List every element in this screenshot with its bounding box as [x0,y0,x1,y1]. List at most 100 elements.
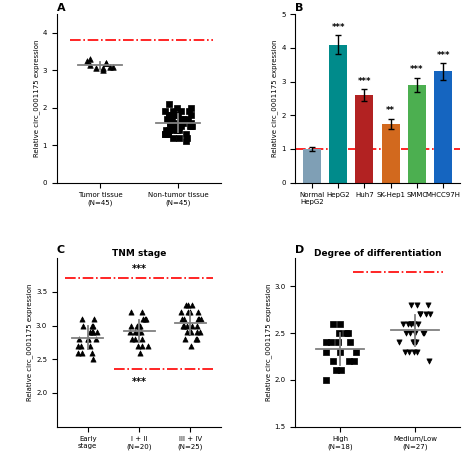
Point [193,322,201,329]
Point [401,348,409,356]
Point [93,328,101,336]
Point [126,328,134,336]
Point [419,329,427,337]
Point [133,322,140,329]
Point [411,329,419,337]
Point [192,335,200,343]
Point [165,127,173,134]
Point [413,301,421,309]
Point [78,315,85,323]
Bar [303,149,321,182]
Point [165,111,173,119]
Point [173,119,180,127]
Point [103,59,110,67]
Point [407,320,414,328]
Point [352,348,360,356]
Point [177,309,185,316]
Point [337,348,344,356]
Point [414,320,422,328]
Text: ***: *** [410,65,424,74]
Point [407,320,414,328]
Point [187,123,194,130]
Point [175,123,182,130]
Point [164,130,172,138]
Point [197,315,204,323]
Point [169,115,176,123]
Point [173,127,181,134]
Point [74,342,82,350]
Point [136,322,143,329]
Point [165,100,173,108]
Point [169,127,176,134]
Point [169,123,176,130]
Point [410,348,418,356]
Point [171,111,178,119]
Point [410,338,417,346]
Point [327,338,335,346]
Point [416,310,424,318]
Point [138,342,146,350]
Bar [408,85,426,182]
Point [161,108,169,115]
Point [87,328,94,336]
Point [169,134,177,141]
Point [329,320,337,328]
Point [322,348,330,356]
Point [334,338,342,346]
Point [413,348,420,356]
Point [88,349,96,356]
Point [188,104,195,111]
Point [186,108,193,115]
Point [88,322,95,329]
Point [128,322,135,329]
Text: **: ** [386,106,395,115]
Point [134,342,142,350]
Point [177,119,185,127]
Text: ***: *** [132,264,146,274]
Point [137,328,145,336]
Point [425,301,432,309]
Point [86,55,94,63]
Point [176,119,183,127]
Point [346,357,353,365]
Point [168,119,175,127]
Point [84,335,91,343]
Point [179,115,187,123]
Point [74,349,82,356]
Point [406,329,414,337]
Text: D: D [295,245,305,255]
Point [194,309,201,316]
Point [425,357,433,365]
Point [75,335,83,343]
Point [350,357,357,365]
Point [322,376,330,383]
Point [182,301,190,309]
Point [420,329,428,337]
Point [144,342,151,350]
Bar [382,124,400,182]
Text: ***: *** [331,23,345,32]
Point [89,328,96,336]
Point [78,349,86,356]
Point [138,335,146,343]
Point [196,328,203,336]
Bar [356,95,374,182]
Point [346,338,354,346]
Point [165,111,173,119]
Text: ***: *** [437,51,450,60]
Point [337,320,344,328]
Point [89,328,97,336]
Point [92,335,100,343]
Point [89,322,97,329]
Point [186,309,193,316]
Bar [329,45,347,182]
Point [180,119,187,127]
Point [175,134,183,141]
Point [128,335,136,343]
Text: ***: *** [132,377,146,387]
Point [182,130,190,138]
Point [134,328,142,336]
Point [142,315,150,323]
Point [177,115,185,123]
Point [166,119,174,127]
